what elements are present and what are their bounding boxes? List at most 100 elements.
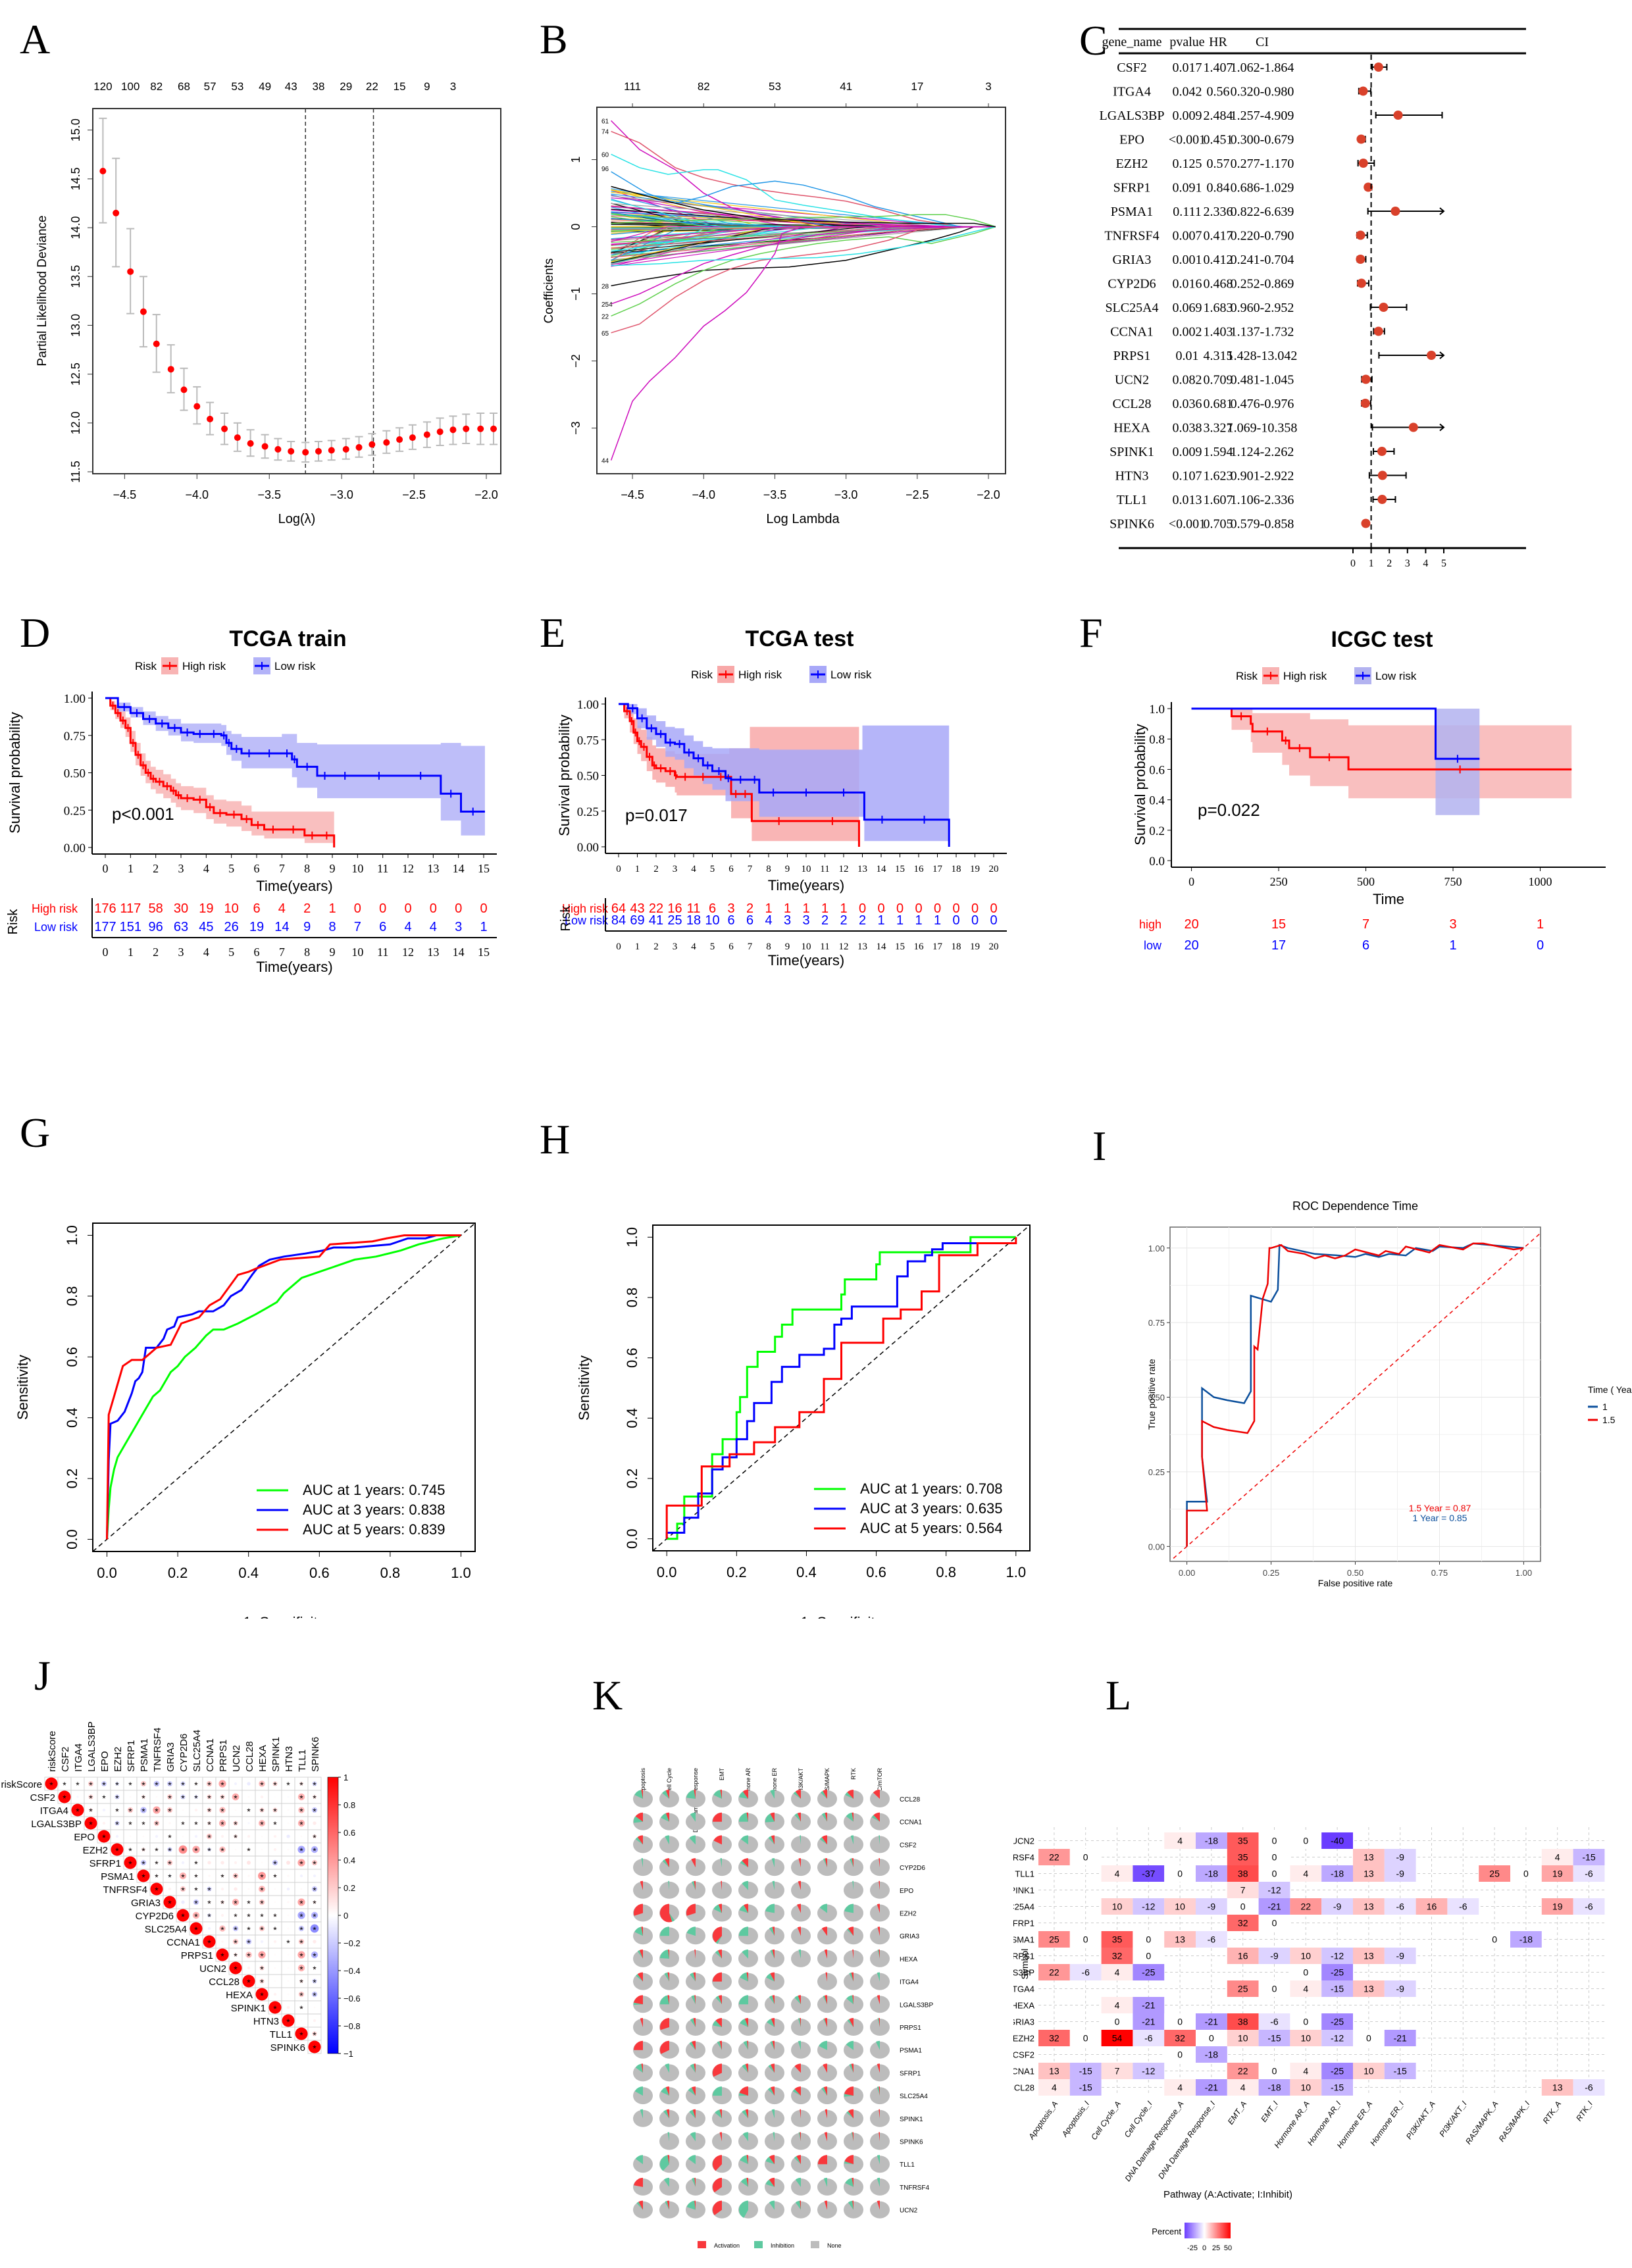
pie-activation: [719, 2109, 722, 2119]
x-tick-label: 1.0: [451, 1565, 471, 1581]
confidence-interval: 1.137-1.732: [1231, 325, 1294, 340]
pie-inhibition: [690, 2132, 696, 2142]
correlation-circle: [76, 1782, 79, 1785]
heatmap-cell: [1415, 1898, 1448, 1915]
correlation-circle: [247, 1888, 250, 1890]
significance-mark: *: [115, 1780, 119, 1790]
symbol-row-label: SFRP1: [1013, 1919, 1034, 1928]
x-tick-label: −2.5: [905, 488, 929, 501]
row-label: PRPS1: [181, 1950, 213, 1961]
heatmap-value: 32: [1238, 1918, 1248, 1928]
correlation-circle: [286, 1887, 290, 1891]
pie-inhibition: [846, 2040, 854, 2050]
pie-none: [844, 2201, 863, 2219]
significance-mark: *: [168, 1846, 172, 1856]
significance-mark: *: [155, 1780, 159, 1790]
correlation-circle: [97, 1830, 111, 1843]
heatmap-value: -21: [1394, 2033, 1407, 2044]
pie-inhibition: [715, 1996, 722, 2005]
top-axis-label: 22: [366, 80, 378, 93]
symbol-row-label: SPINK1: [1013, 1886, 1034, 1896]
heatmap-cell: [1573, 2079, 1605, 2096]
ci-arrow: [1439, 351, 1445, 359]
hr-point: [1427, 351, 1437, 360]
auc-annotation: 1 Year = 0.85: [1413, 1513, 1467, 1523]
significance-mark: *: [220, 1806, 224, 1817]
correlation-circle: [220, 1887, 224, 1891]
number-at-risk: 1: [1537, 917, 1544, 932]
column-label: PSMA1: [139, 1738, 150, 1772]
significance-mark: *: [313, 1859, 317, 1869]
top-axis-label: 68: [178, 80, 190, 93]
pie-activation: [686, 1903, 696, 1916]
significance-mark: *: [313, 1793, 317, 1803]
pie-activation: [796, 2155, 801, 2165]
risk-table-x-tick: 4: [691, 942, 696, 952]
heatmap-value: -9: [1396, 1984, 1404, 1994]
heatmap-cell: [1196, 1865, 1227, 1882]
heatmap-value: 10: [1175, 1902, 1185, 1912]
hr-point: [1361, 518, 1371, 528]
panel-label-i: I: [1092, 1122, 1107, 1169]
row-label: riskScore: [1, 1779, 42, 1790]
legend-label: Low risk: [830, 668, 872, 681]
heatmap-value: 4: [1177, 1836, 1183, 1846]
heatmap-value: -6: [1081, 1967, 1090, 1978]
heatmap-cell: [1038, 1931, 1070, 1948]
heatmap-cell: [1164, 2030, 1196, 2046]
number-at-risk: 177: [94, 920, 116, 934]
number-at-risk: 30: [174, 901, 188, 916]
correlation-circle: [219, 1807, 226, 1813]
heatmap-value: 0: [1083, 2033, 1088, 2044]
correlation-circle: [299, 1781, 304, 1786]
y-tick-label: 1.0: [624, 1227, 640, 1247]
significance-mark: *: [128, 1780, 132, 1790]
pie-none: [633, 1859, 653, 1877]
heatmap-value: 0: [1303, 2017, 1308, 2027]
heatmap-value: 0: [1523, 1869, 1529, 1879]
pie-activation: [634, 2177, 643, 2187]
confidence-interval: 1.106-2.336: [1231, 493, 1294, 507]
column-label: TNFRSF4: [152, 1728, 163, 1773]
pie-none: [765, 2087, 784, 2105]
top-axis-label: 111: [624, 80, 641, 93]
correlation-circle: [232, 1873, 239, 1879]
x-tick-label: 2: [653, 864, 659, 874]
number-at-risk: 63: [174, 920, 188, 934]
row-label: CSF2: [30, 1792, 55, 1803]
y-tick-label: 11.5: [69, 461, 82, 483]
significance-mark: *: [115, 1806, 119, 1817]
heatmap-value: 0: [1209, 2033, 1214, 2044]
pie-inhibition: [715, 1936, 722, 1944]
pie-activation: [745, 2063, 748, 2073]
number-at-risk: 0: [915, 901, 922, 916]
p-value-label: p<0.001: [112, 804, 174, 824]
pathway-column-label: Apoptosis: [640, 1768, 646, 1794]
gene-name: SPINK6: [1109, 517, 1154, 532]
pie-inhibition: [661, 1813, 669, 1822]
coefficient-path: [611, 153, 996, 228]
x-tick-label: 9: [785, 864, 790, 874]
y-axis-title: True positive rate: [1146, 1359, 1157, 1430]
confidence-interval: 0.822-6.639: [1231, 205, 1294, 219]
pie-none: [633, 2201, 653, 2219]
pie-activation: [800, 2200, 801, 2210]
path-index-label: 22: [601, 313, 609, 320]
legend-title: Time ( Year ): [1588, 1384, 1632, 1395]
heatmap-cell: [1227, 1980, 1259, 1997]
heatmap-cell: [1101, 1948, 1133, 1964]
heatmap-cell: [1164, 2046, 1196, 2063]
correlation-circle: [247, 1782, 251, 1786]
pie-activation: [800, 2109, 801, 2119]
pathway-column-label: PI3K/AKT: [798, 1767, 804, 1794]
pie-none: [738, 2109, 758, 2127]
hazard-ratio: 1.594: [1204, 445, 1233, 459]
roc-curve: [1186, 1242, 1524, 1547]
risk-table-x-tick: 3: [178, 945, 184, 959]
heatmap-value: -6: [1144, 2033, 1153, 2044]
correlation-circle: [299, 2005, 303, 2009]
number-at-risk: 1: [934, 913, 941, 928]
